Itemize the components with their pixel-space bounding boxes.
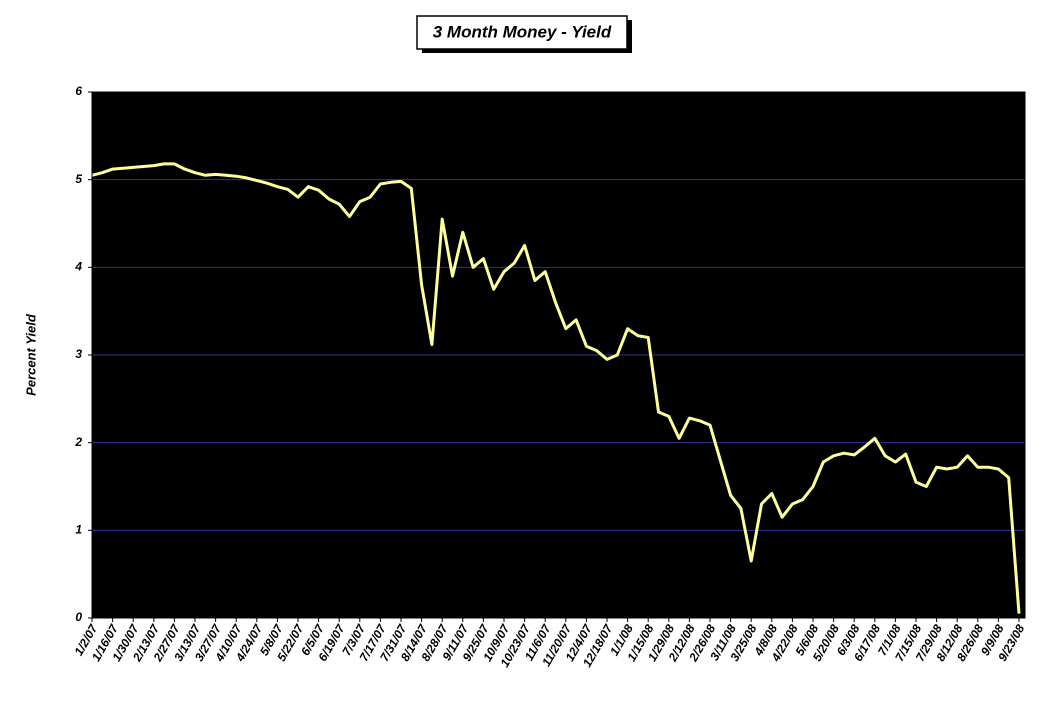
y-tick-label: 2 [74, 435, 82, 449]
y-tick-label: 0 [75, 610, 82, 624]
plot-border [91, 91, 1026, 619]
y-axis-label: Percent Yield [23, 313, 38, 396]
y-tick-label: 4 [74, 260, 82, 274]
title-box [416, 15, 628, 50]
y-tick-label: 6 [75, 84, 82, 98]
chart-title: 3 Month Money - Yield [433, 22, 612, 41]
y-tick-label: 3 [75, 347, 82, 361]
y-tick-label: 1 [75, 523, 82, 537]
y-tick-label: 5 [75, 172, 82, 186]
data-line [91, 162, 1021, 614]
